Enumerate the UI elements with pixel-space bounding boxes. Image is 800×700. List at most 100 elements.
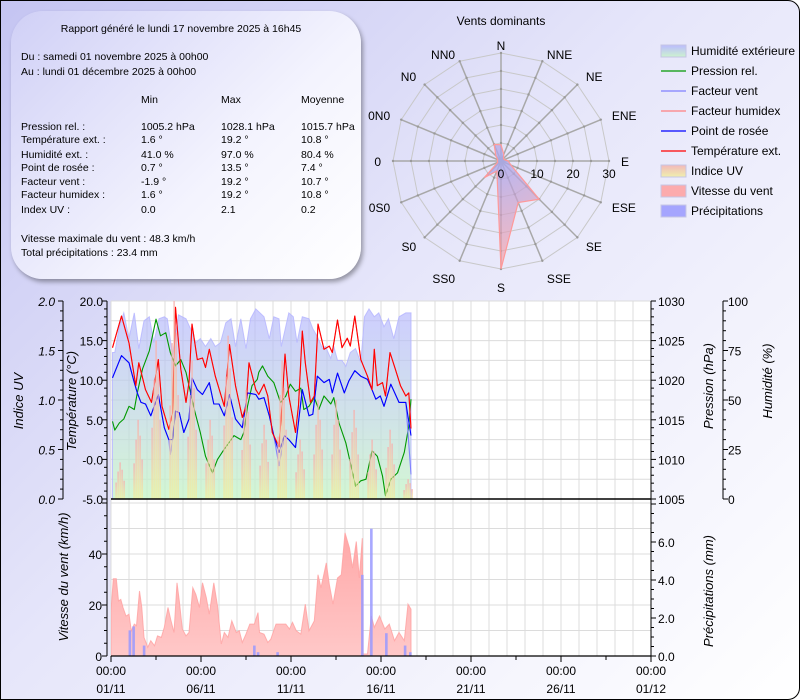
- radar-tick: [416, 125, 420, 128]
- legend-label: Pression rel.: [691, 64, 758, 78]
- series-indice-uv-bar: [229, 368, 231, 499]
- radar-tick: [400, 201, 403, 204]
- series-pression-rel-line: [111, 318, 412, 497]
- report-to: Au : lundi 01 décembre 2025 à 00h00: [21, 66, 197, 78]
- legend-label: Température ext.: [691, 144, 781, 158]
- radar-tick: [553, 159, 557, 163]
- series-indice-uv-bar: [373, 451, 375, 499]
- temperature-tick-label: 15.0: [80, 335, 104, 349]
- radar-radial-tick: 20: [566, 167, 580, 181]
- legend-item: Point de rosée: [661, 124, 769, 138]
- radar-radial-tick: 0: [498, 167, 505, 181]
- series-indice-uv-bar: [117, 471, 119, 499]
- series-indice-uv-bar: [367, 472, 369, 499]
- radar-tick: [449, 139, 453, 142]
- series-indice-uv-bar: [139, 435, 141, 499]
- series-indice-uv-bar: [207, 439, 209, 499]
- series-precipitations-bar: [403, 645, 407, 656]
- radar-tick: [599, 118, 602, 121]
- legend-label: Facteur vent: [691, 84, 758, 98]
- series-indice-uv-bar: [263, 424, 265, 499]
- series-indice-uv-bar: [141, 459, 143, 499]
- x-tick-time: 00:00: [636, 664, 666, 678]
- stat-label: Température ext. :: [21, 134, 106, 146]
- x-tick-time: 00:00: [96, 664, 126, 678]
- series-indice-uv-bar: [137, 419, 139, 499]
- series-indice-uv-bar: [281, 360, 283, 499]
- legend-item: Précipitations: [660, 204, 763, 218]
- radar-tick: [520, 109, 523, 113]
- radar-wind-polygon: [484, 143, 541, 270]
- series-indice-uv-bar: [267, 461, 269, 499]
- stat-min: 1.6 °: [141, 189, 163, 201]
- report-from: Du : samedi 01 novembre 2025 à 00h00: [21, 51, 209, 63]
- stat-max: 2.1: [221, 204, 236, 216]
- precip-axis-title: Précipitations (mm): [701, 535, 716, 647]
- stat-avg: 80.4 %: [301, 149, 334, 161]
- series-vitesse-du-vent-area: [111, 532, 412, 656]
- legend-swatch-box: [660, 164, 687, 178]
- radar-tick: [474, 185, 477, 188]
- legend-swatch-box: [660, 184, 687, 198]
- temperature-tick-label: 10.0: [80, 374, 104, 388]
- stat-avg: 10.7 °: [301, 176, 329, 188]
- temperature-tick-label: -5.0: [82, 493, 103, 507]
- x-tick-time: 00:00: [366, 664, 396, 678]
- radar-tick: [525, 134, 528, 137]
- radar-tick: [535, 159, 539, 163]
- series-indice-uv-bar: [173, 301, 175, 499]
- x-tick-date: 11/11: [277, 682, 306, 696]
- radar-tick: [461, 121, 465, 125]
- series-indice-uv-bar: [283, 388, 285, 499]
- series-indice-uv-bar: [265, 439, 267, 499]
- legend-item: Température ext.: [661, 144, 781, 158]
- stat-label: Point de rosée :: [21, 162, 95, 174]
- radar-tick: [582, 125, 586, 128]
- wind-tick-label: 20: [89, 599, 103, 613]
- total-precip: Total précipitations : 23.4 mm: [21, 247, 158, 259]
- series-indice-uv-bar: [279, 395, 281, 499]
- series-indice-uv-bar: [371, 439, 373, 499]
- precip-tick-label: 4.0: [658, 574, 675, 588]
- x-tick-date: 06/11: [186, 682, 215, 696]
- series-indice-uv-bar: [409, 483, 411, 499]
- series-indice-uv-bar: [331, 454, 333, 499]
- max-wind: Vitesse maximale du vent : 48.3 km/h: [21, 233, 196, 245]
- radar-direction-label: N: [497, 39, 506, 53]
- uv-axis-title: Indice UV: [11, 371, 26, 429]
- series-indice-uv-bar: [351, 432, 353, 499]
- series-indice-uv-bar: [387, 447, 389, 499]
- radar-direction-label: SE: [586, 240, 602, 254]
- series-indice-uv-bar: [175, 332, 177, 499]
- radar-tick: [499, 51, 503, 55]
- stat-min: 0.0: [141, 204, 156, 216]
- series-indice-uv-bar: [135, 439, 137, 499]
- legend-label: Vitesse du vent: [691, 184, 773, 198]
- series-indice-uv-bar: [245, 390, 247, 499]
- precip-tick-label: 6.0: [658, 536, 675, 550]
- series-precipitations-bar: [361, 574, 364, 656]
- series-indice-uv-bar: [303, 469, 305, 499]
- legend-item: Vitesse du vent: [660, 184, 773, 198]
- series-precipitations-bar: [409, 652, 412, 656]
- radar-tick: [566, 132, 569, 135]
- wind-tick-label: 0: [95, 650, 102, 664]
- report-title: Rapport généré le lundi 17 novembre 2025…: [60, 23, 302, 35]
- series-precipitations-bar: [132, 626, 135, 656]
- pressure-axis-title: Pression (hPa): [701, 343, 716, 429]
- radar-tick: [483, 152, 486, 156]
- series-indice-uv-bar: [177, 395, 179, 499]
- radar-direction-label: E: [621, 155, 629, 169]
- series-indice-uv-bar: [259, 465, 261, 499]
- series-indice-uv-bar: [205, 463, 207, 499]
- radar-direction-label: ENE: [612, 109, 637, 123]
- pressure-tick-label: 1015: [658, 414, 685, 428]
- x-tick-date: 01/12: [636, 682, 666, 696]
- stat-min: 41.0 %: [141, 149, 174, 161]
- series-indice-uv-bar: [277, 436, 279, 499]
- bottom-chart-series: [111, 528, 412, 656]
- series-indice-uv-bar: [317, 400, 319, 499]
- humidity-axis-title: Humidité (%): [760, 343, 775, 418]
- wind-axis-title: Vitesse du vent (km/h): [56, 512, 71, 641]
- x-tick-time: 00:00: [546, 664, 576, 678]
